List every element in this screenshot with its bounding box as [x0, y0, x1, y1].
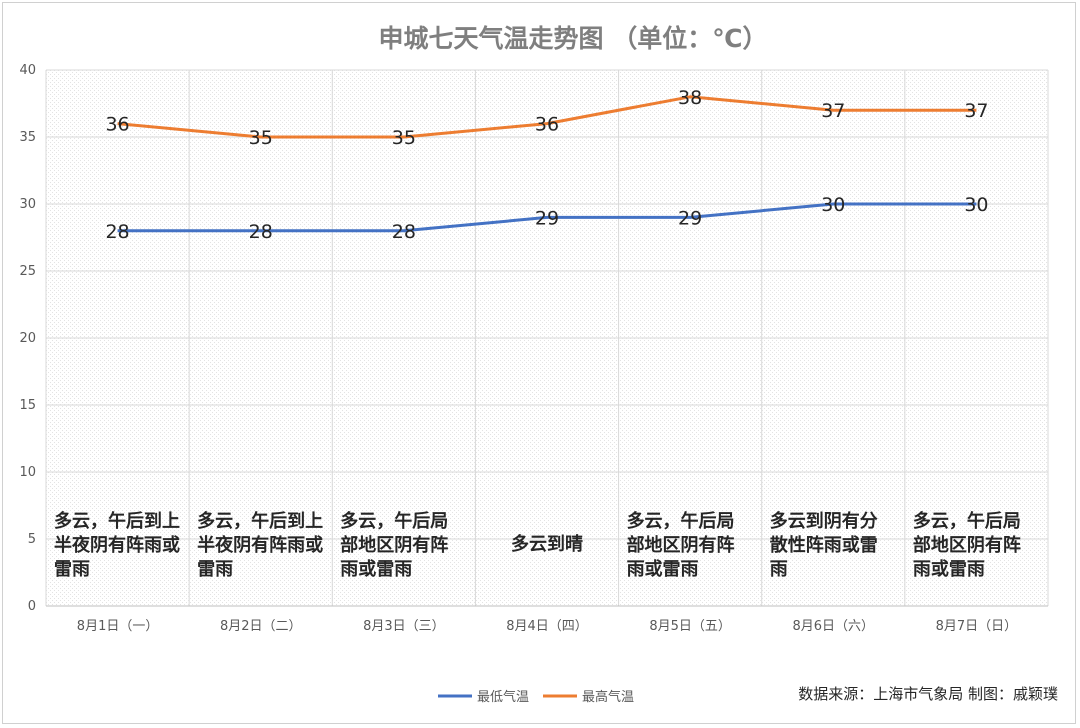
data-label: 28 [249, 221, 273, 243]
y-tick-label: 5 [28, 532, 36, 547]
y-axis: 0 5 10 15 20 25 30 35 40 [19, 63, 36, 614]
weather-annotation: 散性阵雨或雷 [770, 534, 878, 556]
weather-annotation: 多云，午后局 [627, 510, 735, 532]
x-axis: 8月1日（一） 8月2日（二） 8月3日（三） 8月4日（四） 8月5日（五） 8月6日（… [46, 605, 1048, 634]
x-tick-label: 8月1日（一） [77, 619, 159, 634]
data-label: 36 [105, 114, 129, 136]
series-lines: 28 28 28 29 29 30 30 36 35 35 36 38 37 37 [105, 87, 988, 243]
y-tick-label: 0 [28, 599, 36, 614]
y-tick-label: 25 [19, 264, 36, 279]
y-tick-label: 20 [19, 331, 36, 346]
weather-annotation: 雨或雷雨 [627, 558, 699, 580]
y-tick-label: 35 [19, 130, 36, 145]
y-tick-label: 10 [19, 465, 36, 480]
weather-annotation: 多云到阴有分 [770, 510, 878, 532]
x-tick-label: 8月3日（三） [363, 619, 445, 634]
x-tick-label: 8月6日（六） [793, 619, 875, 634]
weather-annotation: 半夜阴有阵雨或 [54, 534, 180, 556]
data-label: 38 [678, 87, 702, 109]
data-label: 37 [964, 100, 988, 122]
weather-annotation: 多云，午后局 [913, 510, 1021, 532]
weather-annotation: 雨或雷雨 [913, 558, 985, 580]
data-label: 28 [105, 221, 129, 243]
x-tick-label: 8月4日（四） [506, 619, 588, 634]
series-line-1 [117, 95, 977, 139]
weather-annotation: 多云到晴 [511, 533, 583, 555]
data-label: 30 [821, 194, 845, 216]
data-label: 28 [392, 221, 416, 243]
data-label: 35 [392, 127, 416, 149]
weather-annotation: 部地区阴有阵 [627, 534, 735, 556]
data-label: 35 [249, 127, 273, 149]
gridlines [45, 69, 1049, 607]
data-label: 29 [535, 207, 559, 229]
weather-annotation: 雨或雷雨 [340, 558, 412, 580]
weather-annotation: 部地区阴有阵 [913, 534, 1021, 556]
x-tick-label: 8月2日（二） [220, 619, 302, 634]
y-tick-label: 30 [19, 197, 36, 212]
weather-annotation: 多云，午后到上 [197, 510, 323, 532]
weather-annotation: 多云，午后局 [340, 510, 448, 532]
y-tick-label: 15 [19, 398, 36, 413]
x-tick-label: 8月7日（日） [936, 619, 1018, 634]
data-label: 29 [678, 207, 702, 229]
legend-label-0: 最低气温 [477, 689, 529, 705]
x-tick-label: 8月5日（五） [649, 619, 731, 634]
weather-annotation: 半夜阴有阵雨或 [197, 534, 323, 556]
chart-title: 申城七天气温走势图 （单位：℃） [379, 24, 768, 53]
weather-annotation: 雷雨 [197, 559, 233, 580]
y-tick-label: 40 [19, 63, 36, 78]
legend: 最低气温 最高气温 [438, 689, 634, 705]
weather-annotation: 多云，午后到上 [54, 510, 180, 532]
data-label: 36 [535, 114, 559, 136]
weather-annotations: 多云，午后到上半夜阴有阵雨或雷雨多云，午后到上半夜阴有阵雨或雷雨多云，午后局部地… [54, 510, 1021, 580]
source-credit: 数据来源：上海市气象局 制图：戚颖璞 [798, 685, 1058, 703]
weather-annotation: 部地区阴有阵 [340, 534, 448, 556]
weather-annotation: 雨 [770, 559, 788, 580]
legend-label-1: 最高气温 [582, 689, 634, 705]
weather-annotation: 雷雨 [54, 559, 90, 580]
series-line-0 [117, 202, 977, 233]
data-label: 37 [821, 100, 845, 122]
data-label: 30 [964, 194, 988, 216]
